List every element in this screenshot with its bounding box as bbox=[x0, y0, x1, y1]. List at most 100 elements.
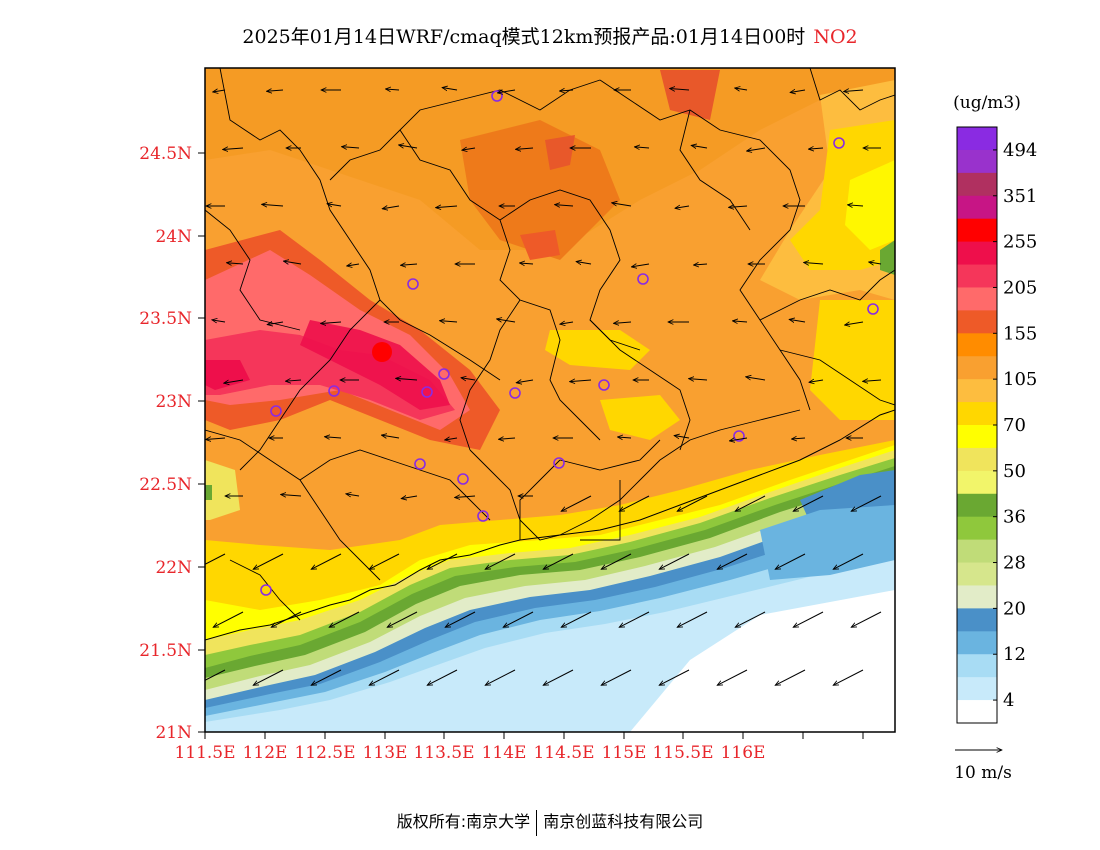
longitude-axis: 111.5E 112E 112.5E 113E 113.5E 114E 114.… bbox=[174, 732, 864, 763]
wind-arrow bbox=[844, 90, 864, 91]
legend-swatch bbox=[957, 677, 997, 701]
legend-swatch bbox=[957, 447, 997, 472]
wind-arrow bbox=[555, 205, 574, 206]
wind-arrow bbox=[863, 380, 882, 381]
wind-arrow bbox=[311, 669, 342, 685]
wind-arrow bbox=[869, 262, 882, 264]
lon-label: 115E bbox=[602, 743, 647, 763]
wind-arrow bbox=[499, 438, 516, 439]
footer-divider bbox=[536, 809, 538, 836]
wind-arrow bbox=[440, 321, 458, 322]
wind-arrow bbox=[693, 264, 708, 265]
legend-swatch bbox=[957, 149, 997, 174]
wind-arrow bbox=[519, 263, 534, 264]
legend-swatch bbox=[957, 539, 997, 564]
wind-arrow bbox=[205, 669, 226, 681]
wind-arrow bbox=[224, 379, 244, 383]
city-markers bbox=[260, 90, 879, 596]
wind-arrow bbox=[327, 204, 342, 206]
legend-swatch bbox=[957, 402, 997, 426]
wind-arrow bbox=[462, 148, 476, 150]
wind-arrow bbox=[677, 611, 708, 627]
wind-arrow bbox=[735, 611, 766, 627]
legend-swatch bbox=[957, 631, 997, 655]
wind-arrow bbox=[570, 380, 592, 382]
legend-swatch bbox=[957, 310, 997, 334]
wind-arrow bbox=[445, 438, 458, 440]
wind-arrow bbox=[659, 553, 690, 569]
concentration-field bbox=[205, 68, 895, 732]
wind-arrow bbox=[847, 205, 864, 206]
lon-label: 114.5E bbox=[533, 743, 594, 763]
legend-label: 494 bbox=[1003, 140, 1037, 161]
legend-label: 28 bbox=[1003, 553, 1026, 574]
wind-arrow bbox=[561, 495, 592, 511]
lat-label: 23N bbox=[155, 392, 192, 412]
wind-arrow bbox=[793, 495, 824, 511]
legend-colorbar bbox=[957, 127, 997, 724]
wind-arrow bbox=[401, 264, 418, 265]
wind-arrow bbox=[559, 90, 574, 91]
lat-label: 24.5N bbox=[139, 144, 192, 164]
wind-arrow bbox=[369, 669, 400, 685]
lon-label: 113E bbox=[363, 743, 408, 763]
wind-arrow bbox=[601, 669, 632, 685]
wind-arrow bbox=[790, 90, 806, 92]
wind-arrow bbox=[560, 322, 574, 324]
wind-arrow bbox=[461, 378, 476, 380]
wind-arrow bbox=[735, 495, 766, 511]
wind-arrow bbox=[283, 261, 302, 264]
wind-arrow bbox=[427, 553, 458, 569]
pollutant-label: NO2 bbox=[813, 26, 858, 48]
wind-arrow bbox=[689, 379, 708, 380]
wind-arrow bbox=[833, 669, 864, 685]
wind-arrow bbox=[809, 380, 824, 382]
wind-arrow bbox=[267, 90, 284, 91]
wind-arrow bbox=[808, 148, 824, 149]
wind-arrow bbox=[385, 89, 400, 90]
wind-arrow bbox=[253, 669, 284, 685]
wind-arrow bbox=[455, 496, 476, 498]
legend-label: 255 bbox=[1003, 232, 1037, 253]
legend-label: 205 bbox=[1003, 277, 1037, 298]
wind-arrow bbox=[833, 553, 864, 569]
wind-arrow bbox=[321, 322, 342, 324]
wind-arrow bbox=[369, 553, 400, 569]
wind-arrow bbox=[399, 145, 418, 148]
wind-arrow bbox=[601, 553, 632, 569]
legend-swatch bbox=[957, 356, 997, 380]
wind-arrow bbox=[691, 145, 708, 148]
wind-arrow bbox=[845, 322, 864, 325]
wind-arrow bbox=[347, 264, 360, 266]
wind-vectors bbox=[205, 88, 882, 686]
wind-arrow bbox=[674, 436, 690, 438]
wind-reference-label: 10 m/s bbox=[954, 763, 1012, 783]
copyright-left: 版权所有:南京大学 bbox=[396, 812, 531, 831]
latitude-axis: 24.5N 24N 23.5N 23N 22.5N 22N 21.5N 21N bbox=[139, 144, 205, 743]
legend-swatch bbox=[957, 700, 997, 724]
wind-arrow bbox=[619, 611, 650, 627]
wind-arrow bbox=[675, 206, 690, 208]
wind-arrow bbox=[387, 611, 418, 627]
legend-swatch bbox=[957, 562, 997, 586]
legend-swatch bbox=[957, 287, 997, 311]
legend-swatch bbox=[957, 470, 997, 495]
wind-arrow bbox=[561, 611, 592, 627]
lat-label: 22N bbox=[155, 558, 192, 578]
color-legend: (ug/m3) 4943512552051551057050362820124 … bbox=[953, 93, 1037, 783]
wind-arrow bbox=[213, 90, 226, 92]
lat-label: 24N bbox=[155, 227, 192, 247]
wind-arrow bbox=[497, 90, 516, 93]
wind-arrow bbox=[543, 669, 574, 685]
legend-label: 50 bbox=[1003, 461, 1026, 482]
wind-arrow bbox=[631, 264, 650, 267]
wind-arrow bbox=[614, 322, 632, 323]
legend-label: 105 bbox=[1003, 369, 1037, 390]
copyright-footer: 版权所有:南京大学 南京创蓝科技有限公司 bbox=[0, 808, 1100, 836]
wind-arrow bbox=[485, 553, 516, 569]
lat-label: 21.5N bbox=[139, 641, 192, 661]
wind-arrow bbox=[206, 438, 226, 439]
legend-swatch bbox=[957, 241, 997, 266]
wind-arrow bbox=[747, 148, 766, 151]
wind-arrow bbox=[325, 437, 342, 438]
